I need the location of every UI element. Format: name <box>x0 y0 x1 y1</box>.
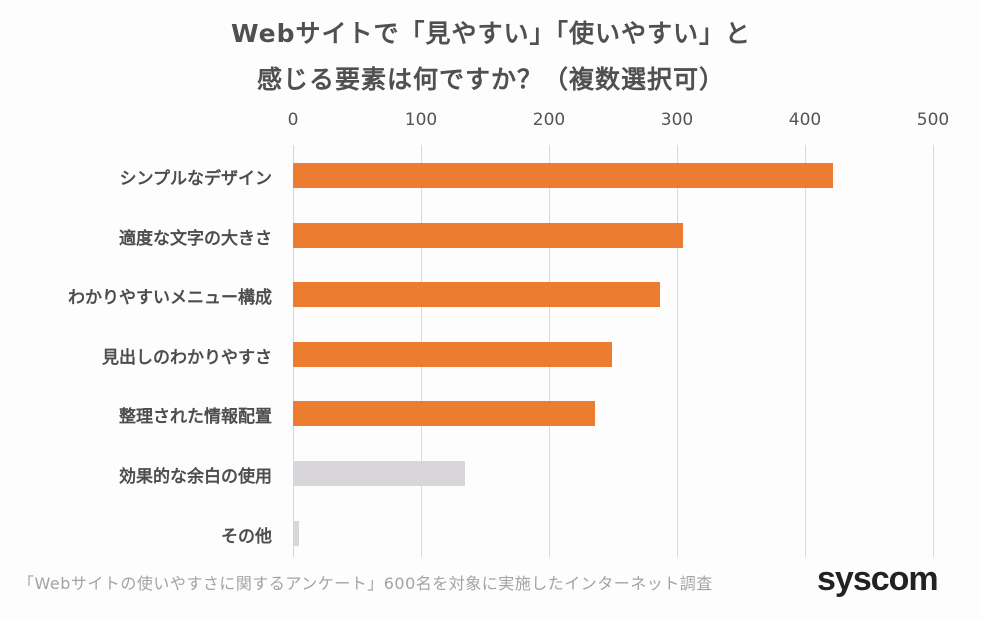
x-tick-label: 300 <box>660 110 694 130</box>
bar <box>293 222 684 248</box>
bar <box>293 282 661 308</box>
category-label: 整理された情報配置 <box>119 407 272 428</box>
chart-title-line1: Webサイトで「見やすい」「使いやすい」と <box>230 19 752 48</box>
x-tick-label: 400 <box>788 110 822 130</box>
x-tick-label: 0 <box>287 110 299 130</box>
category-label: その他 <box>221 526 272 547</box>
survey-note: 「Webサイトの使いやすさに関するアンケート」600名を対象に実施したインターネ… <box>18 574 713 593</box>
bar <box>293 341 612 367</box>
category-label: 効果的な余白の使用 <box>119 467 272 487</box>
gridline <box>677 145 678 557</box>
bar <box>293 163 834 188</box>
x-tick-label: 100 <box>404 110 438 130</box>
category-label: 見出しのわかりやすさ <box>102 347 272 368</box>
category-label: 適度な文字の大きさ <box>119 228 272 249</box>
bar <box>293 520 300 546</box>
bar <box>293 461 465 486</box>
gridline <box>805 145 806 557</box>
chart-title-line2: 感じる要素は何ですか？（複数選択可） <box>256 65 725 94</box>
category-label: シンプルなデザイン <box>119 169 273 189</box>
syscom-logo: syscom <box>817 560 939 598</box>
x-tick-label: 200 <box>532 110 566 130</box>
gridline <box>933 145 934 557</box>
bar <box>293 401 596 427</box>
category-label: わかりやすいメニュー構成 <box>68 288 272 309</box>
x-tick-label: 500 <box>916 110 950 130</box>
